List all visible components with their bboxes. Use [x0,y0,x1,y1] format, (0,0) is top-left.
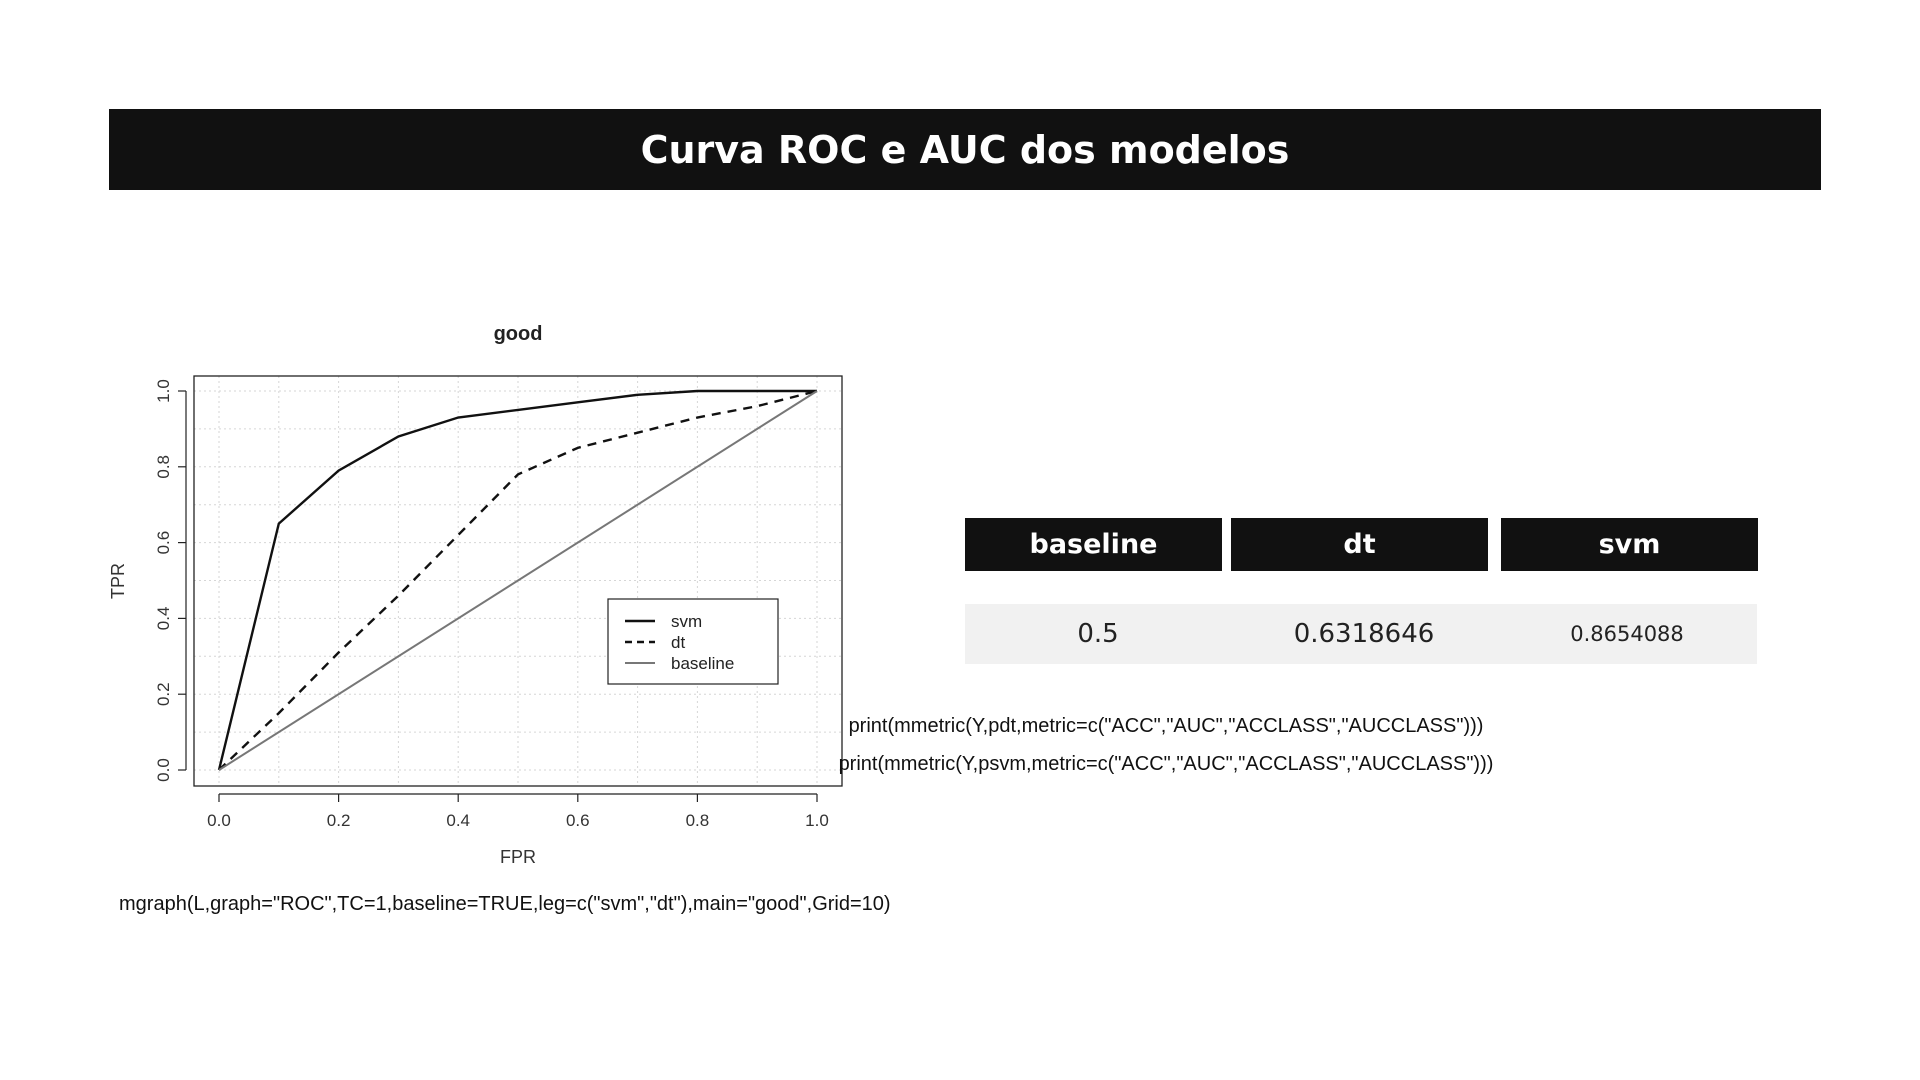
y-tick-label: 1.0 [154,379,173,403]
x-tick-label: 0.0 [207,811,231,830]
y-tick-label: 0.4 [154,607,173,631]
print-dt-code: print(mmetric(Y,pdt,metric=c("ACC","AUC"… [848,715,1484,737]
chart-title: good [494,323,543,345]
table-value-dt: 0.6318646 [1293,619,1435,649]
series-line-svm [217,389,817,771]
x-tick-label: 0.6 [566,811,590,830]
legend-label-dt: dt [671,633,685,652]
table-value-baseline: 0.5 [1077,619,1119,649]
y-tick-label: 0.6 [154,531,173,555]
x-tick-label: 0.8 [686,811,710,830]
print-svm-code: print(mmetric(Y,psvm,metric=c("ACC","AUC… [838,753,1494,775]
series-line-dt [218,389,818,771]
y-tick-label: 0.0 [154,758,173,782]
y-axis-label: TPR [108,563,128,599]
x-tick-label: 0.2 [327,811,351,830]
legend-box [607,598,779,685]
roc-chart: 0.0 0.2 0.4 0.6 0.8 1.0 0.0 0.2 0.4 0.6 0.8 1.0 good… [100,310,880,880]
y-tick-label: 0.8 [154,455,173,479]
x-tick-label: 1.0 [805,811,829,830]
table-values-row: 0.5 0.6318646 0.8654088 [965,604,1757,664]
mgraph-code: mgraph(L,graph="ROC",TC=1,baseline=TRUE,… [119,893,891,915]
series-line-baseline [218,390,818,771]
title-bar: Curva ROC e AUC dos modelos [109,109,1821,190]
legend-label-baseline: baseline [671,654,734,673]
roc-chart-svg: 0.0 0.2 0.4 0.6 0.8 1.0 0.0 0.2 0.4 0.6 0.8 1.0 good… [108,323,843,867]
x-tick-label: 0.4 [446,811,470,830]
legend-label-svm: svm [671,612,702,631]
slide-title: Curva ROC e AUC dos modelos [640,127,1290,172]
x-axis-label: FPR [500,847,536,867]
table-header-baseline: baseline [965,518,1222,571]
y-tick-label: 0.2 [154,682,173,706]
table-header-svm: svm [1501,518,1758,571]
plot-frame [193,375,843,787]
table-header-dt: dt [1231,518,1488,571]
table-value-svm: 0.8654088 [1570,622,1684,646]
